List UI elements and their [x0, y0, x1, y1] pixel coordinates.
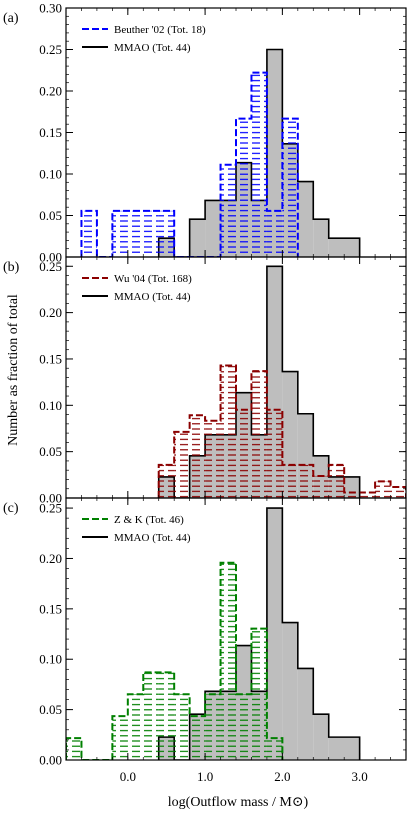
histogram-bar — [266, 508, 283, 760]
histogram-bar — [282, 622, 298, 760]
histogram-bar — [158, 210, 175, 257]
y-tick-label: 0.30 — [39, 1, 62, 16]
histogram-bar — [344, 492, 360, 498]
histogram-bar — [328, 737, 360, 760]
histogram-bar — [220, 164, 236, 257]
histogram-bar — [205, 200, 221, 257]
x-axis-label: log(Outflow mass / M⊙) — [168, 795, 309, 810]
series-comparison — [80, 71, 299, 257]
histogram-bar — [220, 562, 236, 760]
y-axis-label: Number as fraction of total — [6, 294, 21, 446]
y-tick-label: 0.20 — [39, 305, 62, 320]
legend-entry: MMAO (Tot. 44) — [114, 532, 191, 544]
histogram-bar — [236, 409, 252, 498]
panel-label: (b) — [3, 260, 20, 275]
y-tick-label: 0.15 — [39, 125, 62, 140]
legend-entry: MMAO (Tot. 44) — [114, 291, 191, 303]
histogram-outline — [157, 364, 406, 498]
histogram-bar — [220, 365, 236, 498]
y-tick-label: 0.00 — [39, 491, 62, 506]
histogram-bar — [266, 409, 283, 498]
histogram-bar — [189, 716, 206, 760]
y-tick-label: 0.25 — [39, 501, 62, 516]
histogram-bar — [282, 118, 298, 257]
histogram-bar — [127, 210, 144, 257]
histogram-bar — [189, 415, 206, 498]
histogram-bar — [266, 210, 283, 257]
histogram-bar — [174, 694, 190, 760]
y-tick-label: 0.10 — [39, 167, 62, 182]
y-tick-label: 0.25 — [39, 259, 62, 274]
histogram-bar — [328, 464, 345, 498]
histogram-bar — [236, 118, 252, 257]
y-tick-label: 0.15 — [39, 601, 62, 616]
x-tick-label: 3.0 — [352, 769, 368, 784]
x-tick-label: 2.0 — [274, 769, 290, 784]
series-comparison — [66, 561, 284, 760]
histogram-bar — [251, 371, 267, 498]
y-tick-label: 0.20 — [39, 551, 62, 566]
histogram-bar — [313, 219, 329, 257]
x-tick-label: 0.0 — [120, 769, 136, 784]
y-tick-label: 0.05 — [39, 444, 62, 459]
histogram-bar — [251, 628, 267, 760]
panel-label: (c) — [3, 501, 19, 516]
histogram-bar — [81, 210, 97, 257]
histogram-bar — [297, 668, 314, 760]
histogram-bar — [266, 738, 283, 760]
histogram-bar — [297, 181, 314, 257]
histogram-bar — [174, 431, 190, 498]
histogram-bar — [359, 492, 376, 498]
panel-label: (a) — [3, 11, 19, 26]
histogram-outline — [80, 71, 299, 257]
y-tick-label: 0.20 — [39, 84, 62, 99]
histogram-bar — [158, 672, 175, 760]
legend-entry: MMAO (Tot. 44) — [114, 42, 191, 54]
histogram-bar — [205, 694, 221, 760]
histogram-bar — [328, 238, 360, 257]
legend-entry: Z & K (Tot. 46) — [114, 514, 184, 526]
histogram-bar — [313, 714, 329, 760]
legend-entry: Beuther '02 (Tot. 18) — [114, 24, 206, 36]
series-comparison — [157, 364, 406, 498]
panel-2: 0.00 0.05 0.10 0.15 0.20 0.25 (c) Z & K (Tot. 4… — [3, 497, 407, 768]
y-tick-label: 0.25 — [39, 42, 62, 57]
histogram-bar — [143, 210, 159, 257]
histogram-bar — [282, 464, 314, 498]
histogram-bar — [390, 486, 406, 498]
y-tick-label: 0.15 — [39, 351, 62, 366]
y-tick-label: 0.00 — [39, 753, 62, 768]
histogram-bar — [205, 420, 221, 498]
y-tick-label: 0.10 — [39, 398, 62, 413]
histogram-bar — [251, 72, 267, 257]
legend-entry: Wu '04 (Tot. 168) — [114, 273, 192, 285]
histogram-bar — [313, 475, 329, 498]
histogram-bar — [189, 219, 206, 257]
y-tick-label: 0.05 — [39, 208, 62, 223]
histogram-bar — [143, 672, 159, 760]
histogram-bar — [127, 694, 144, 760]
histogram-bar — [236, 694, 252, 760]
y-tick-label: 0.05 — [39, 702, 62, 717]
histogram-bar — [112, 210, 128, 257]
histogram-bar — [66, 738, 82, 760]
y-tick-label: 0.10 — [39, 652, 62, 667]
y-tick-label: 0.00 — [39, 250, 62, 265]
histogram-bar — [112, 716, 128, 760]
histogram-bar — [266, 49, 283, 257]
histogram-bar — [375, 481, 391, 498]
histogram-bar — [158, 464, 175, 498]
panel-0: 0.00 0.05 0.10 0.15 0.20 0.25 0.30 (a) Beuther '… — [3, 1, 407, 265]
x-tick-label: 1.0 — [197, 769, 213, 784]
panel-1: 0.00 0.05 0.10 0.15 0.20 0.25 (b) Wu '04 (Tot. … — [3, 256, 407, 506]
